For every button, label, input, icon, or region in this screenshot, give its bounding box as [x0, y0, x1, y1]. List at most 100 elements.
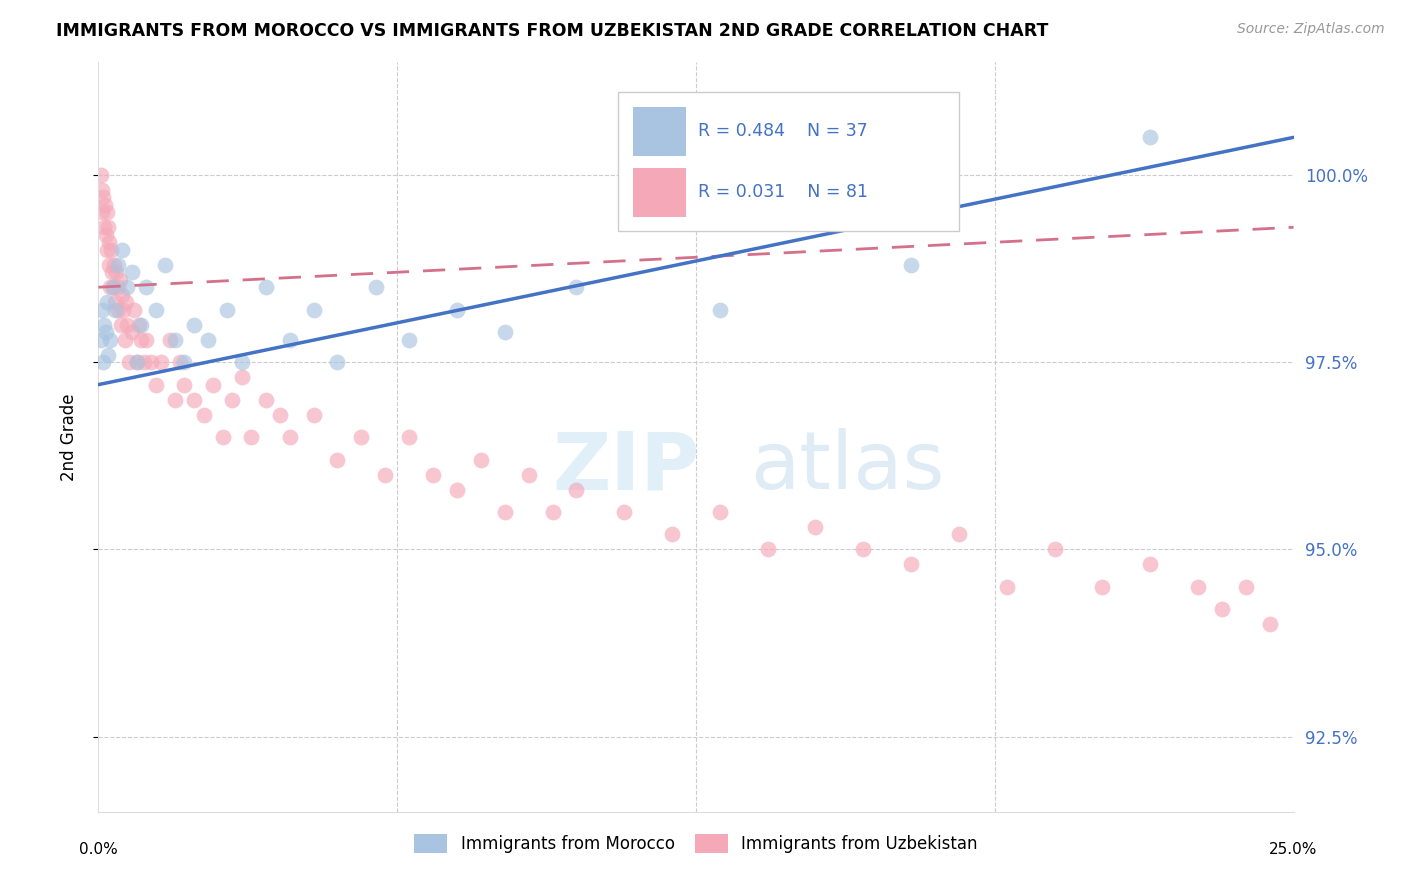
Point [163, 333, 186, 347]
Point [111, 287, 134, 301]
Point [90, 168, 112, 182]
Point [96, 205, 118, 219]
Point [110, 318, 132, 332]
Point [183, 392, 205, 407]
Point [948, 527, 970, 541]
Text: ZIP: ZIP [553, 428, 700, 506]
Point [446, 302, 468, 317]
Point [221, 392, 243, 407]
Point [326, 452, 349, 467]
Point [135, 333, 157, 347]
Point [107, 258, 129, 272]
Point [326, 355, 349, 369]
Point [278, 430, 301, 444]
Point [98, 235, 121, 250]
Point [115, 280, 138, 294]
Point [91, 190, 114, 204]
Point [91, 302, 114, 317]
Point [1258, 617, 1281, 632]
Text: R = 0.484    N = 37: R = 0.484 N = 37 [699, 122, 868, 140]
Point [91, 205, 114, 219]
Point [1211, 602, 1233, 616]
Point [97, 348, 120, 362]
Point [91, 355, 114, 369]
Point [111, 243, 134, 257]
Point [103, 258, 125, 272]
Point [374, 467, 396, 482]
Point [104, 295, 127, 310]
Point [118, 355, 141, 369]
Point [1234, 580, 1257, 594]
Point [97, 258, 120, 272]
FancyBboxPatch shape [619, 93, 959, 231]
Text: Source: ZipAtlas.com: Source: ZipAtlas.com [1237, 22, 1385, 37]
Y-axis label: 2nd Grade: 2nd Grade [59, 393, 77, 481]
Point [278, 333, 301, 347]
Point [240, 430, 263, 444]
Point [446, 483, 468, 497]
Point [197, 333, 219, 347]
Point [173, 355, 195, 369]
Point [202, 377, 225, 392]
Point [97, 220, 120, 235]
Point [145, 302, 167, 317]
Point [169, 355, 191, 369]
Text: atlas: atlas [749, 428, 943, 506]
Point [101, 280, 124, 294]
Point [131, 333, 153, 347]
Point [709, 505, 731, 519]
Point [94, 325, 117, 339]
Point [125, 355, 148, 369]
Point [93, 198, 115, 212]
Point [163, 392, 186, 407]
Point [149, 355, 172, 369]
Point [96, 295, 118, 310]
Point [131, 318, 153, 332]
Point [128, 318, 150, 332]
Point [107, 302, 129, 317]
Point [93, 220, 115, 235]
Point [125, 355, 148, 369]
Point [269, 408, 291, 422]
Point [108, 273, 131, 287]
Point [1139, 558, 1161, 572]
Point [121, 325, 143, 339]
Point [422, 467, 444, 482]
Point [1091, 580, 1114, 594]
Point [398, 430, 420, 444]
Point [104, 302, 127, 317]
Point [565, 483, 588, 497]
Point [105, 265, 128, 279]
Point [98, 333, 122, 347]
Point [1043, 542, 1066, 557]
Text: 0.0%: 0.0% [79, 842, 118, 857]
Point [193, 408, 215, 422]
Point [211, 430, 233, 444]
Point [302, 408, 325, 422]
Point [155, 258, 177, 272]
Point [139, 355, 162, 369]
Point [565, 280, 588, 294]
Point [90, 333, 112, 347]
Point [100, 243, 122, 257]
Point [995, 580, 1018, 594]
Point [98, 280, 122, 294]
Point [124, 302, 146, 317]
Point [121, 265, 143, 279]
FancyBboxPatch shape [633, 107, 686, 155]
Point [900, 258, 922, 272]
Point [1139, 130, 1161, 145]
Point [254, 280, 277, 294]
Point [114, 333, 136, 347]
Point [101, 280, 124, 294]
Point [517, 467, 540, 482]
Point [115, 318, 138, 332]
Point [112, 302, 135, 317]
Point [107, 280, 129, 294]
Point [709, 302, 731, 317]
Point [96, 243, 118, 257]
Point [173, 377, 195, 392]
Point [661, 527, 683, 541]
Point [350, 430, 373, 444]
Point [231, 355, 253, 369]
